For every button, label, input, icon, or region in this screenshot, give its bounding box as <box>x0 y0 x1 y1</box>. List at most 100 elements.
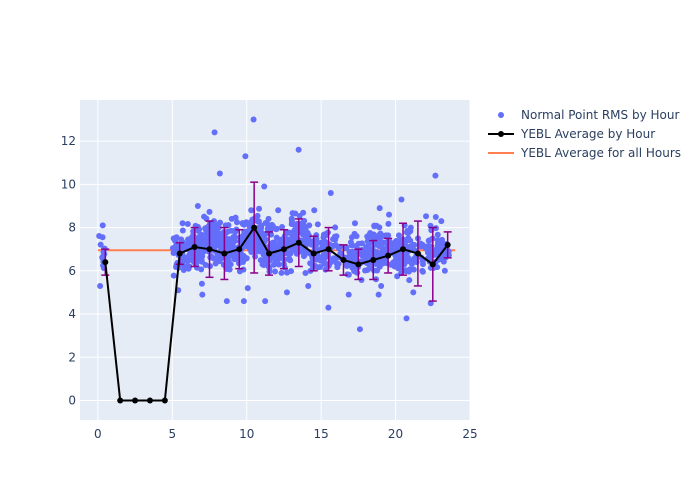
rms-point <box>403 229 410 236</box>
rms-point <box>178 236 185 243</box>
rms-point <box>262 298 269 305</box>
rms-point <box>359 253 366 260</box>
hourly-average-marker <box>251 224 258 231</box>
hourly-average-marker <box>221 250 228 257</box>
rms-point <box>304 230 311 237</box>
rms-point <box>260 231 267 238</box>
rms-point <box>410 289 417 296</box>
rms-point <box>194 202 201 209</box>
legend-label-average: YEBL Average by Hour <box>520 127 655 141</box>
rms-point <box>351 220 358 227</box>
y-tick-label: 2 <box>68 350 76 364</box>
rms-point <box>96 232 103 239</box>
rms-point <box>327 189 334 196</box>
rms-point <box>432 172 439 179</box>
rms-point <box>304 237 311 244</box>
y-tick-label: 4 <box>68 307 76 321</box>
rms-point <box>333 233 340 240</box>
rms-point <box>274 241 281 248</box>
hourly-average-marker <box>176 250 183 257</box>
rms-point <box>206 208 213 215</box>
rms-point <box>345 291 352 298</box>
rms-point <box>223 298 230 305</box>
rms-point <box>244 285 251 292</box>
rms-point <box>411 241 418 248</box>
rms-point <box>211 129 218 136</box>
rms-point <box>288 237 295 244</box>
legend[interactable]: Normal Point RMS by Hour YEBL Average by … <box>488 108 681 160</box>
hourly-average-marker <box>191 244 198 251</box>
rms-point <box>291 221 298 228</box>
rms-point <box>202 234 209 241</box>
rms-point <box>233 219 240 226</box>
legend-symbol-average-marker <box>498 131 504 137</box>
hourly-average-marker <box>325 246 332 253</box>
rms-point <box>248 207 255 214</box>
rms-point <box>230 252 237 259</box>
rms-point <box>405 235 412 242</box>
hourly-average-marker <box>132 397 139 404</box>
rms-point <box>319 241 326 248</box>
rms-point <box>279 223 286 230</box>
rms-point <box>419 268 426 275</box>
legend-symbol-points <box>498 112 504 118</box>
rms-point <box>185 236 192 243</box>
y-tick-label: 0 <box>68 394 76 408</box>
rms-point <box>192 249 199 256</box>
rms-point <box>170 272 177 279</box>
rms-point <box>344 271 351 278</box>
rms-point <box>438 218 445 225</box>
rms-point <box>323 232 330 239</box>
hourly-average-marker <box>340 257 347 263</box>
rms-point <box>179 227 186 234</box>
rms-point <box>419 261 426 268</box>
rms-point <box>410 255 417 262</box>
rms-point <box>97 282 104 289</box>
rms-point <box>332 224 339 231</box>
hourly-average-marker <box>295 239 302 246</box>
rms-point <box>417 243 424 250</box>
rms-point <box>232 214 239 221</box>
rms-point <box>366 231 373 238</box>
rms-point <box>439 236 446 243</box>
rms-point <box>378 282 385 289</box>
x-tick-label: 20 <box>388 427 403 441</box>
rms-point <box>198 280 205 287</box>
rms-point <box>302 269 309 276</box>
rms-point <box>256 205 263 212</box>
rms-point <box>313 235 320 242</box>
hourly-average-marker <box>310 250 317 257</box>
hourly-average-marker <box>102 259 109 266</box>
x-axis-ticks: 0 5 10 15 20 25 <box>94 427 478 441</box>
rms-point <box>385 246 392 253</box>
rms-point <box>261 183 268 190</box>
rms-point <box>240 266 247 273</box>
y-axis-ticks: 0 2 4 6 8 10 12 <box>61 134 76 407</box>
hourly-average-marker <box>429 261 436 268</box>
hourly-average-marker <box>266 250 273 257</box>
rms-point <box>185 265 192 272</box>
rms-point <box>184 221 191 228</box>
rms-point <box>349 248 356 255</box>
rms-point <box>406 277 413 284</box>
y-tick-label: 10 <box>61 177 76 191</box>
rms-point <box>97 241 104 248</box>
rms-point <box>246 223 253 230</box>
hourly-average-marker <box>400 246 407 253</box>
rms-point <box>278 269 285 276</box>
rms-point <box>288 215 295 222</box>
x-tick-label: 10 <box>239 427 254 441</box>
rms-point <box>287 257 294 264</box>
rms-point <box>352 268 359 275</box>
rms-point <box>201 213 208 220</box>
rms-point <box>386 211 393 218</box>
hourly-average-marker <box>444 241 451 248</box>
rms-point <box>348 234 355 241</box>
x-tick-label: 15 <box>314 427 329 441</box>
rms-point <box>374 267 381 274</box>
rms-point <box>441 267 448 274</box>
rms-point <box>393 240 400 247</box>
rms-point <box>305 282 312 289</box>
rms-point <box>353 242 360 249</box>
